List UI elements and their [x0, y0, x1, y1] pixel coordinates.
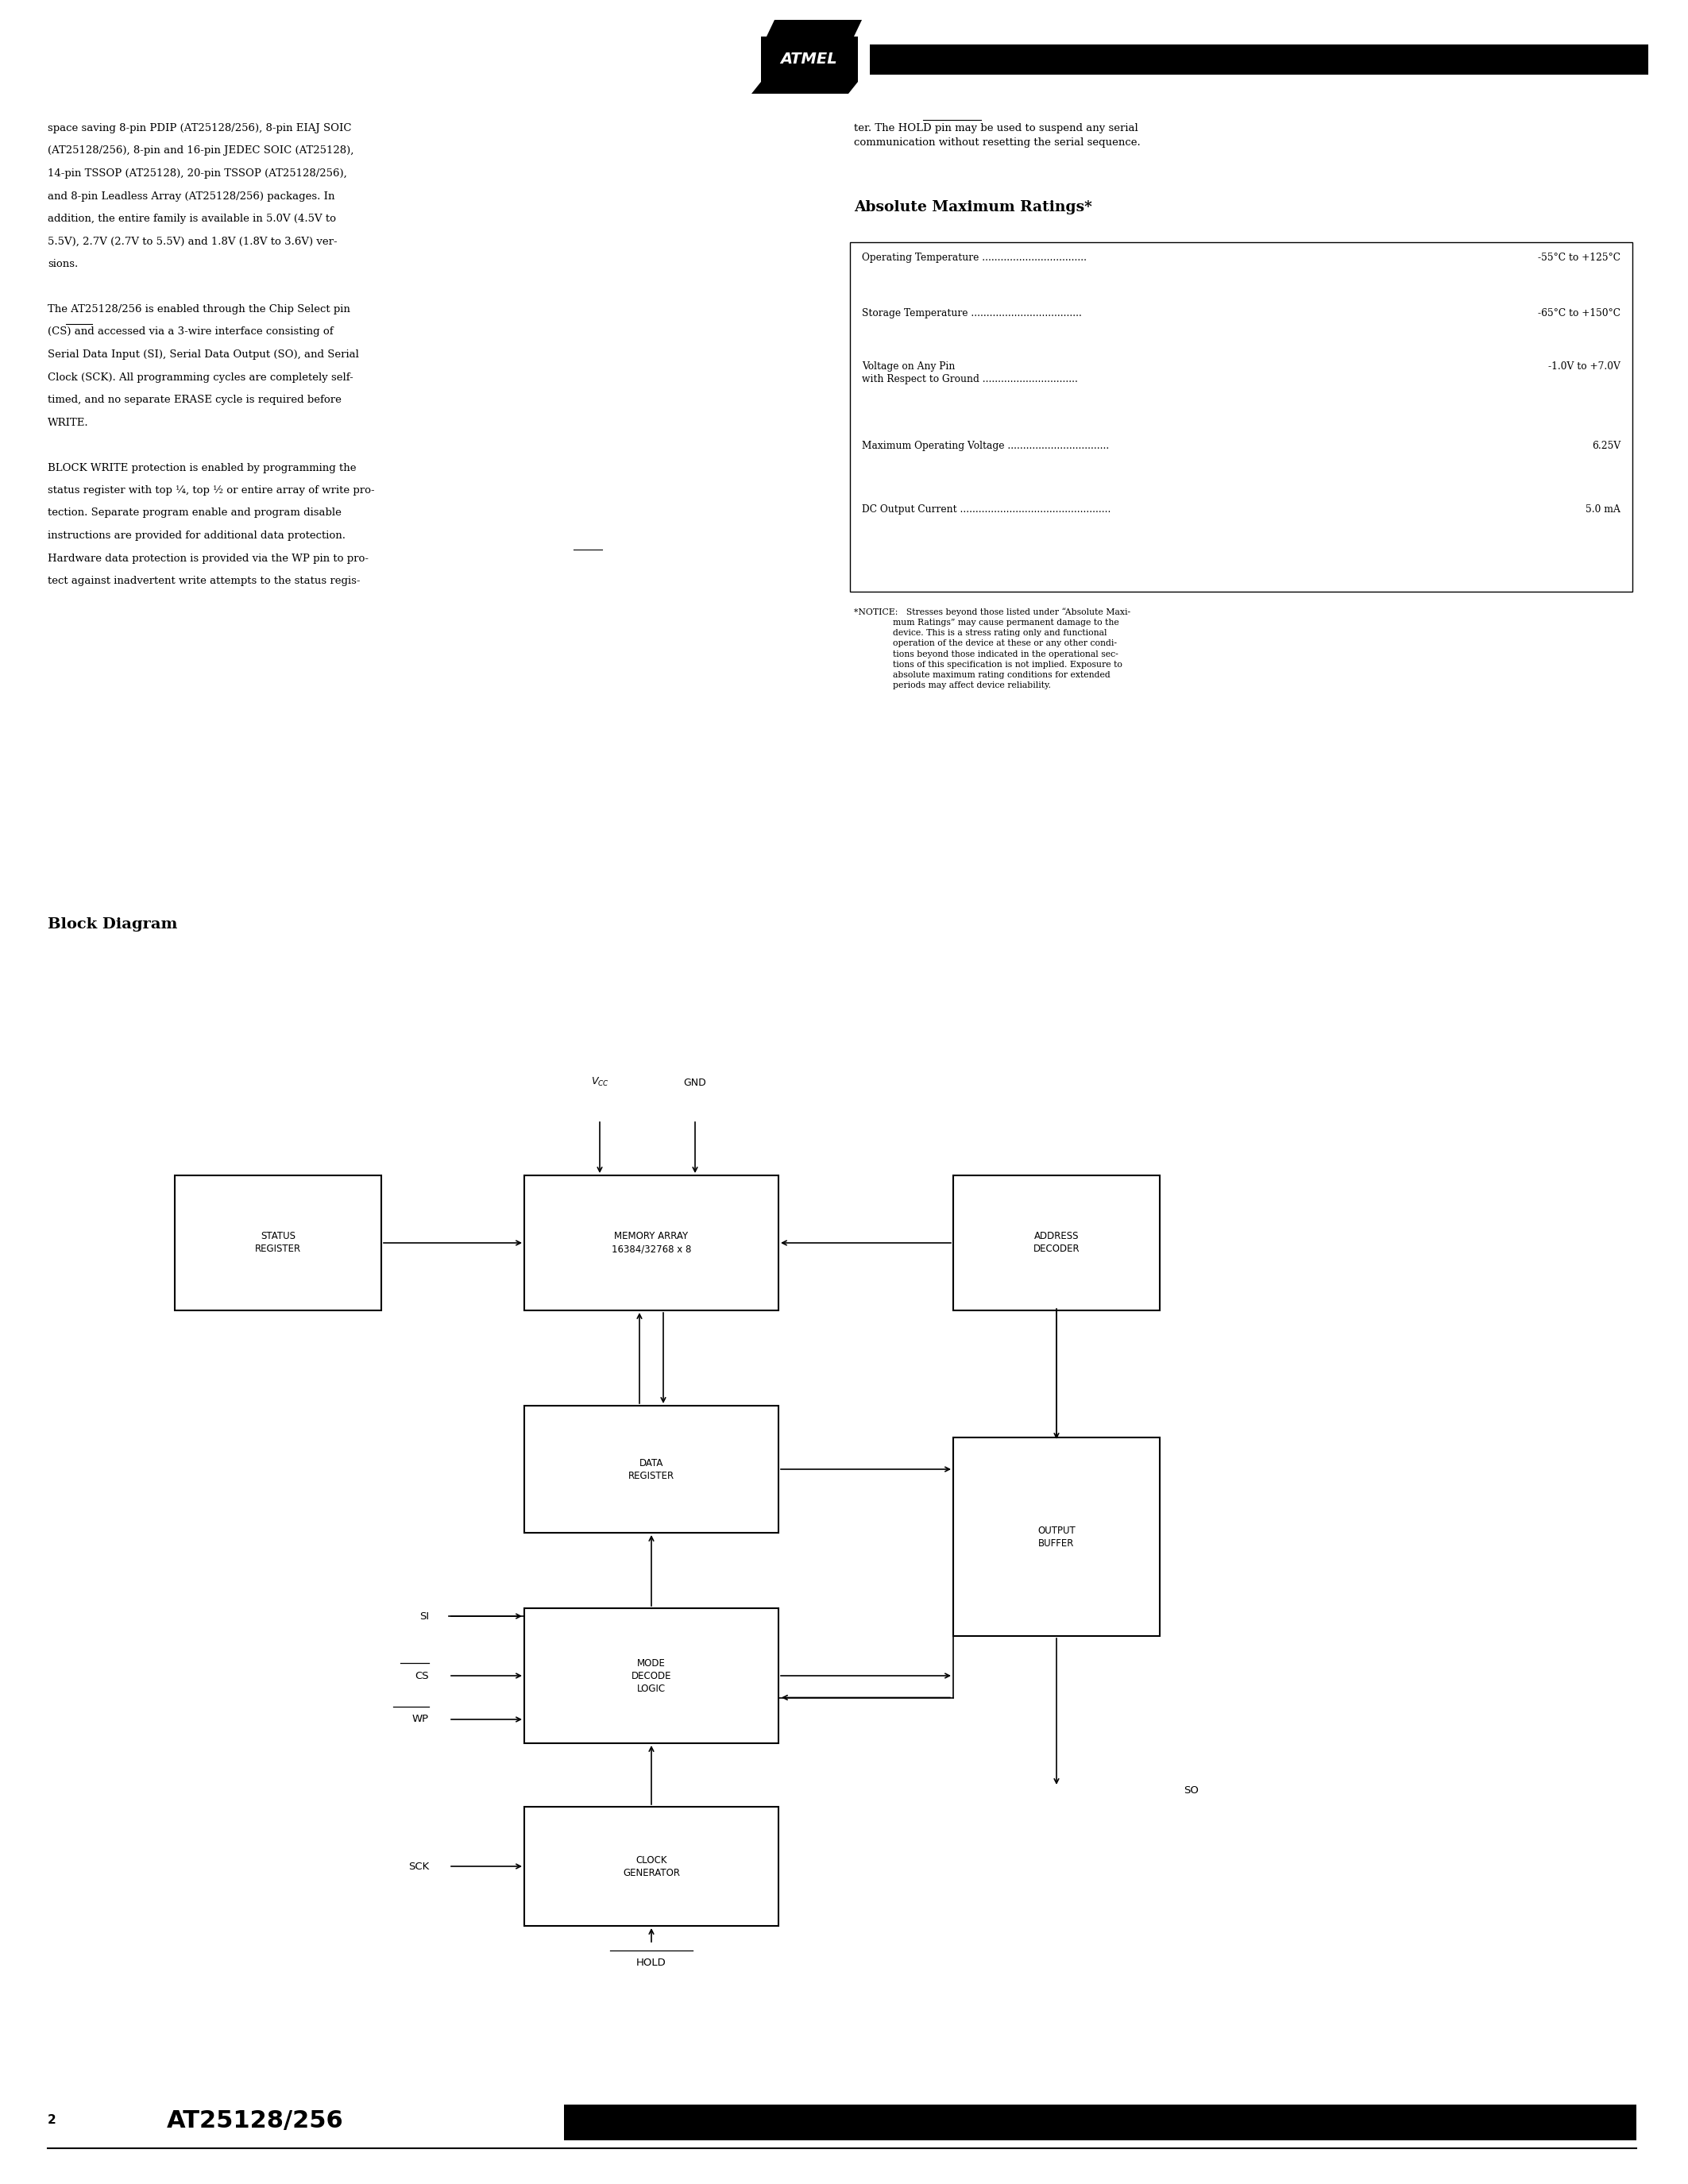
Text: Hardware data protection is provided via the WP pin to pro-: Hardware data protection is provided via…: [47, 553, 368, 563]
Text: BLOCK WRITE protection is enabled by programming the: BLOCK WRITE protection is enabled by pro…: [47, 463, 356, 474]
Text: Serial Data Input (SI), Serial Data Output (SO), and Serial: Serial Data Input (SI), Serial Data Outp…: [47, 349, 360, 360]
Text: HOLD: HOLD: [636, 1957, 667, 1968]
Text: AT25128/256: AT25128/256: [167, 2110, 344, 2132]
Text: CS: CS: [415, 1671, 429, 1682]
Text: OUTPUT
BUFFER: OUTPUT BUFFER: [1038, 1524, 1075, 1548]
Text: (AT25128/256), 8-pin and 16-pin JEDEC SOIC (AT25128),: (AT25128/256), 8-pin and 16-pin JEDEC SO…: [47, 146, 354, 155]
Text: Maximum Operating Voltage .................................: Maximum Operating Voltage ..............…: [863, 441, 1109, 452]
Text: 6.25V: 6.25V: [1592, 441, 1620, 452]
Text: ATMEL: ATMEL: [780, 50, 837, 66]
Polygon shape: [751, 81, 858, 94]
Text: Storage Temperature ....................................: Storage Temperature ....................…: [863, 308, 1082, 319]
Text: MEMORY ARRAY
16384/32768 x 8: MEMORY ARRAY 16384/32768 x 8: [611, 1232, 692, 1254]
Text: SO: SO: [1183, 1787, 1198, 1795]
Bar: [954, 1175, 1160, 1310]
Text: Clock (SCK). All programming cycles are completely self-: Clock (SCK). All programming cycles are …: [47, 371, 353, 382]
Text: MODE
DECODE
LOGIC: MODE DECODE LOGIC: [631, 1658, 672, 1693]
Text: 5.0 mA: 5.0 mA: [1585, 505, 1620, 515]
Bar: [525, 1406, 778, 1533]
Text: Absolute Maximum Ratings*: Absolute Maximum Ratings*: [854, 201, 1092, 214]
Text: sions.: sions.: [47, 260, 78, 269]
Text: *NOTICE:   Stresses beyond those listed under “Absolute Maxi-
              mum : *NOTICE: Stresses beyond those listed un…: [854, 607, 1131, 690]
Text: addition, the entire family is available in 5.0V (4.5V to: addition, the entire family is available…: [47, 214, 336, 225]
Text: space saving 8-pin PDIP (AT25128/256), 8-pin EIAJ SOIC: space saving 8-pin PDIP (AT25128/256), 8…: [47, 122, 351, 133]
Text: Operating Temperature ..................................: Operating Temperature ..................…: [863, 253, 1087, 262]
Text: -1.0V to +7.0V: -1.0V to +7.0V: [1548, 360, 1620, 371]
Text: WRITE.: WRITE.: [47, 417, 89, 428]
Text: CLOCK
GENERATOR: CLOCK GENERATOR: [623, 1854, 680, 1878]
Bar: [525, 1806, 778, 1926]
Text: (CS) and accessed via a 3-wire interface consisting of: (CS) and accessed via a 3-wire interface…: [47, 328, 333, 336]
Bar: [176, 1175, 381, 1310]
Text: Block Diagram: Block Diagram: [47, 917, 177, 933]
Text: SCK: SCK: [408, 1861, 429, 1872]
Text: tection. Separate program enable and program disable: tection. Separate program enable and pro…: [47, 509, 341, 518]
Text: 5.5V), 2.7V (2.7V to 5.5V) and 1.8V (1.8V to 3.6V) ver-: 5.5V), 2.7V (2.7V to 5.5V) and 1.8V (1.8…: [47, 236, 338, 247]
Text: STATUS
REGISTER: STATUS REGISTER: [255, 1232, 300, 1254]
Text: Voltage on Any Pin
with Respect to Ground ...............................: Voltage on Any Pin with Respect to Groun…: [863, 360, 1079, 384]
Bar: [954, 1437, 1160, 1636]
Bar: [869, 44, 1647, 74]
Text: -65°C to +150°C: -65°C to +150°C: [1538, 308, 1620, 319]
Polygon shape: [766, 20, 863, 37]
Text: DATA
REGISTER: DATA REGISTER: [628, 1457, 675, 1481]
Text: -55°C to +125°C: -55°C to +125°C: [1538, 253, 1620, 262]
Polygon shape: [761, 37, 858, 81]
Text: DC Output Current .................................................: DC Output Current ......................…: [863, 505, 1111, 515]
Bar: [525, 1175, 778, 1310]
Text: instructions are provided for additional data protection.: instructions are provided for additional…: [47, 531, 346, 542]
Bar: [564, 2105, 1636, 2140]
Text: timed, and no separate ERASE cycle is required before: timed, and no separate ERASE cycle is re…: [47, 395, 341, 404]
Text: 2: 2: [47, 2114, 56, 2127]
Text: SI: SI: [419, 1612, 429, 1621]
Text: 14-pin TSSOP (AT25128), 20-pin TSSOP (AT25128/256),: 14-pin TSSOP (AT25128), 20-pin TSSOP (AT…: [47, 168, 348, 179]
Text: WP: WP: [412, 1714, 429, 1725]
Bar: [525, 1607, 778, 1743]
Text: ADDRESS
DECODER: ADDRESS DECODER: [1033, 1232, 1080, 1254]
Text: GND: GND: [684, 1077, 707, 1088]
Text: tect against inadvertent write attempts to the status regis-: tect against inadvertent write attempts …: [47, 577, 360, 585]
Text: status register with top ¼, top ½ or entire array of write pro-: status register with top ¼, top ½ or ent…: [47, 485, 375, 496]
Text: The AT25128/256 is enabled through the Chip Select pin: The AT25128/256 is enabled through the C…: [47, 304, 349, 314]
Text: ter. The HOLD pin may be used to suspend any serial
communication without resett: ter. The HOLD pin may be used to suspend…: [854, 122, 1141, 149]
Bar: [851, 242, 1632, 592]
Text: and 8-pin Leadless Array (AT25128/256) packages. In: and 8-pin Leadless Array (AT25128/256) p…: [47, 190, 334, 201]
Text: $V_{CC}$: $V_{CC}$: [591, 1077, 609, 1088]
